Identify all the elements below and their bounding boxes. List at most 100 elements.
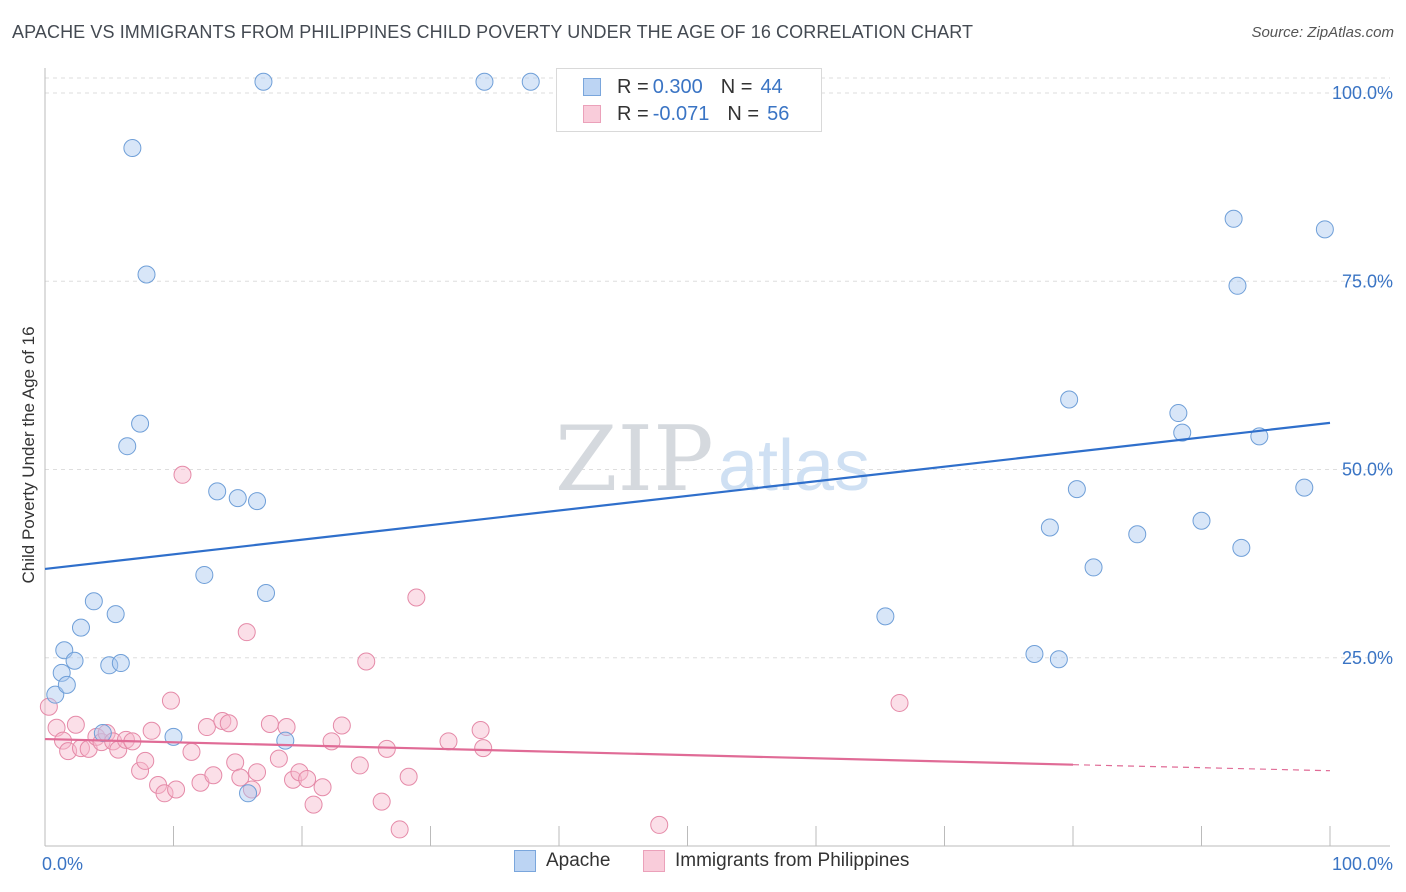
y-tick-label: 100.0%: [1332, 83, 1393, 103]
point-apache: [118, 437, 137, 456]
source-credit: Source: ZipAtlas.com: [1251, 24, 1394, 41]
point-philippines: [377, 739, 396, 758]
point-philippines: [890, 693, 909, 712]
gridlines: [45, 77, 1390, 659]
point-apache: [1067, 480, 1086, 499]
point-apache: [1192, 511, 1211, 530]
point-philippines: [231, 768, 250, 787]
legend-label-apache: Apache: [546, 850, 611, 871]
x-tick-label: 100.0%: [1332, 854, 1393, 874]
legend-item-philippines: Immigrants from Philippines: [643, 850, 909, 872]
point-apache: [1049, 650, 1068, 669]
point-apache: [57, 675, 76, 694]
point-philippines: [439, 732, 458, 751]
point-apache: [1060, 390, 1079, 409]
point-apache: [876, 607, 895, 626]
y-tick-label: 50.0%: [1342, 460, 1393, 480]
stats-legend: R = 0.300 N = 44 R = -0.071 N = 56: [556, 68, 822, 132]
r-label: R =: [617, 75, 649, 98]
point-apache: [52, 663, 71, 682]
watermark: ZIP atlas: [555, 407, 870, 512]
point-philippines: [650, 815, 669, 834]
point-apache: [1025, 645, 1044, 663]
r-value: 0.300: [652, 75, 703, 98]
point-philippines: [350, 756, 369, 775]
point-apache: [1224, 209, 1243, 228]
point-philippines: [219, 714, 238, 733]
point-apache: [521, 72, 540, 91]
point-philippines: [332, 716, 351, 735]
point-philippines: [136, 751, 155, 770]
point-apache: [137, 265, 156, 284]
point-philippines: [248, 763, 267, 782]
y-tick-label: 25.0%: [1342, 648, 1393, 668]
point-apache: [46, 685, 65, 704]
point-apache: [1232, 538, 1251, 557]
y-tick-labels: 25.0% 50.0% 75.0% 100.0%: [1332, 83, 1393, 668]
trend-line-philippines: [44, 737, 1074, 766]
point-philippines: [182, 742, 201, 761]
axes: [44, 68, 1390, 847]
point-apache: [1228, 276, 1247, 295]
point-philippines: [142, 721, 161, 740]
point-apache: [65, 651, 84, 670]
point-philippines: [167, 780, 186, 799]
point-apache: [131, 414, 150, 433]
point-apache: [475, 72, 494, 91]
watermark-zip: ZIP: [555, 407, 714, 512]
point-philippines: [298, 769, 317, 788]
point-apache: [93, 724, 112, 743]
point-apache: [1315, 220, 1334, 239]
watermark-atlas: atlas: [718, 426, 870, 506]
point-philippines: [204, 766, 223, 785]
point-philippines: [269, 749, 288, 768]
point-philippines: [197, 718, 216, 737]
apache-legend-swatch: [514, 850, 536, 872]
philippines-legend-swatch: [643, 850, 665, 872]
apache-swatch: [583, 78, 601, 96]
chart-title: APACHE VS IMMIGRANTS FROM PHILIPPINES CH…: [12, 22, 974, 42]
n-value: 56: [767, 102, 790, 125]
point-apache: [106, 605, 125, 624]
stats-row-philippines: R = -0.071 N = 56: [583, 100, 789, 128]
series-apache-points: [46, 72, 1334, 803]
point-apache: [123, 139, 142, 158]
legend-label-philippines: Immigrants from Philippines: [675, 850, 910, 871]
point-apache: [1173, 423, 1192, 442]
y-tick-label: 75.0%: [1342, 271, 1393, 291]
point-philippines: [173, 465, 192, 484]
point-philippines: [161, 691, 180, 710]
point-apache: [228, 489, 247, 508]
point-apache: [254, 72, 273, 91]
series-legend: Apache Immigrants from Philippines: [0, 850, 1406, 880]
point-philippines: [290, 763, 309, 782]
x-tick-labels: 0.0% 100.0%: [42, 854, 1393, 874]
point-apache: [239, 784, 258, 803]
point-philippines: [277, 718, 296, 737]
point-apache: [164, 727, 183, 746]
n-value: 44: [760, 75, 783, 98]
point-apache: [208, 482, 227, 501]
point-philippines: [260, 715, 279, 734]
series-philippines-points: [39, 465, 909, 839]
point-apache: [195, 565, 214, 584]
x-tick-label: 0.0%: [42, 854, 83, 874]
point-philippines: [155, 784, 174, 803]
point-philippines: [313, 778, 332, 797]
n-label: N =: [727, 102, 760, 125]
point-apache: [111, 654, 130, 673]
r-label: R =: [617, 102, 649, 125]
point-apache: [248, 492, 267, 511]
point-philippines: [284, 770, 303, 789]
trend-line-philippines-extrapolated: [1072, 764, 1331, 772]
trend-lines: [44, 421, 1331, 772]
point-philippines: [474, 739, 493, 758]
point-philippines: [471, 721, 490, 740]
point-philippines: [237, 623, 256, 642]
point-philippines: [372, 792, 391, 811]
trend-line-apache: [44, 421, 1331, 571]
point-apache: [276, 731, 295, 750]
point-philippines: [390, 820, 409, 839]
point-philippines: [357, 652, 376, 671]
point-philippines: [226, 753, 245, 772]
